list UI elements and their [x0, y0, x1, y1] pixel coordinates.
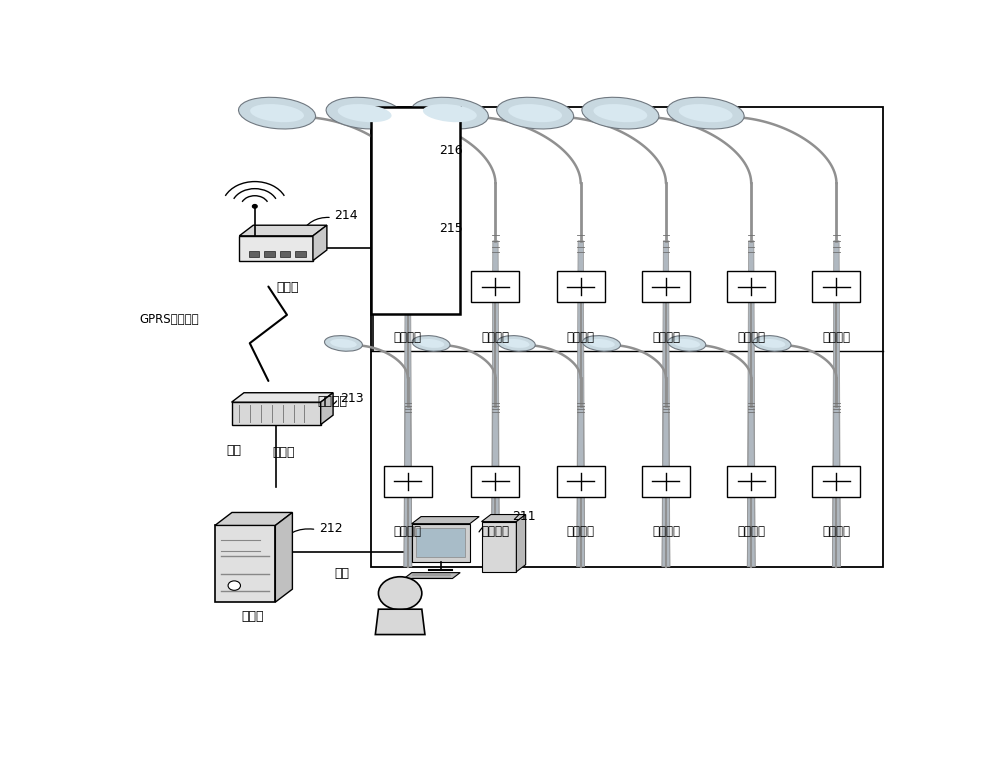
- Polygon shape: [412, 516, 479, 524]
- Text: 211: 211: [512, 510, 536, 523]
- Bar: [642, 271, 690, 302]
- Bar: [471, 466, 519, 496]
- Ellipse shape: [326, 97, 403, 129]
- Ellipse shape: [588, 339, 615, 348]
- Ellipse shape: [508, 104, 562, 123]
- Polygon shape: [516, 515, 526, 571]
- Polygon shape: [239, 225, 327, 236]
- Ellipse shape: [239, 97, 316, 129]
- Bar: [371, 106, 883, 567]
- Bar: [812, 466, 860, 496]
- Polygon shape: [404, 573, 460, 578]
- Bar: [264, 251, 275, 257]
- Text: 监控终端: 监控终端: [567, 331, 595, 344]
- Polygon shape: [832, 241, 840, 567]
- Text: 监控终端: 监控终端: [481, 525, 509, 538]
- Text: 网线: 网线: [226, 444, 241, 457]
- Ellipse shape: [330, 339, 357, 348]
- Text: 215: 215: [439, 222, 463, 235]
- Text: 监控终端: 监控终端: [394, 331, 422, 344]
- Polygon shape: [404, 406, 412, 567]
- Text: 监控终端: 监控终端: [737, 331, 765, 344]
- Ellipse shape: [423, 104, 477, 123]
- Bar: [249, 251, 259, 257]
- Text: 电力载波: 电力载波: [317, 395, 347, 408]
- Polygon shape: [577, 241, 585, 567]
- Polygon shape: [321, 393, 333, 424]
- Text: 212: 212: [319, 522, 342, 535]
- Ellipse shape: [325, 336, 362, 352]
- Bar: [384, 466, 432, 496]
- Text: 213: 213: [340, 392, 364, 405]
- Ellipse shape: [753, 336, 791, 352]
- Polygon shape: [491, 241, 499, 567]
- Ellipse shape: [674, 339, 700, 348]
- Bar: [215, 525, 275, 602]
- Bar: [371, 106, 460, 314]
- Polygon shape: [404, 241, 412, 567]
- Polygon shape: [662, 406, 670, 567]
- Polygon shape: [313, 225, 327, 260]
- Bar: [416, 528, 465, 558]
- Ellipse shape: [679, 104, 733, 123]
- Text: 监控终端: 监控终端: [652, 525, 680, 538]
- Polygon shape: [482, 515, 526, 522]
- Polygon shape: [375, 609, 425, 634]
- Text: 监控终端: 监控终端: [737, 525, 765, 538]
- Ellipse shape: [497, 97, 574, 129]
- Polygon shape: [215, 512, 292, 525]
- Ellipse shape: [759, 339, 785, 348]
- Polygon shape: [491, 406, 499, 567]
- Bar: [471, 271, 519, 302]
- Polygon shape: [662, 241, 670, 567]
- Bar: [727, 271, 775, 302]
- Circle shape: [378, 577, 422, 610]
- Polygon shape: [232, 393, 333, 402]
- Polygon shape: [275, 512, 292, 602]
- Bar: [812, 271, 860, 302]
- Text: 路由器: 路由器: [273, 446, 295, 459]
- Polygon shape: [747, 406, 755, 567]
- Ellipse shape: [497, 336, 535, 352]
- Bar: [295, 251, 306, 257]
- Text: 监控终端: 监控终端: [822, 525, 850, 538]
- Bar: [232, 402, 321, 424]
- Text: GPRS无线通信: GPRS无线通信: [139, 313, 199, 326]
- Ellipse shape: [411, 97, 488, 129]
- Ellipse shape: [593, 104, 647, 123]
- Bar: [642, 466, 690, 496]
- Ellipse shape: [583, 336, 621, 352]
- Ellipse shape: [667, 97, 744, 129]
- Ellipse shape: [418, 339, 444, 348]
- Ellipse shape: [582, 97, 659, 129]
- Text: 监控终端: 监控终端: [567, 525, 595, 538]
- Text: 监控终端: 监控终端: [481, 331, 509, 344]
- Text: 214: 214: [334, 209, 358, 222]
- Bar: [557, 271, 605, 302]
- Text: 216: 216: [439, 145, 462, 157]
- Text: 监控终端: 监控终端: [394, 525, 422, 538]
- Bar: [280, 251, 290, 257]
- Polygon shape: [832, 406, 840, 567]
- Text: 监控终端: 监控终端: [652, 331, 680, 344]
- Text: 网线: 网线: [334, 567, 350, 580]
- Text: 监控终端: 监控终端: [822, 331, 850, 344]
- Text: 集中器: 集中器: [276, 280, 299, 293]
- Bar: [727, 466, 775, 496]
- Polygon shape: [577, 406, 585, 567]
- Text: 服务器: 服务器: [242, 610, 264, 623]
- Bar: [384, 271, 432, 302]
- Ellipse shape: [250, 104, 304, 123]
- Circle shape: [252, 205, 257, 208]
- Circle shape: [228, 581, 240, 591]
- Bar: [239, 236, 313, 260]
- Ellipse shape: [412, 336, 450, 352]
- Ellipse shape: [503, 339, 530, 348]
- Bar: [557, 466, 605, 496]
- Bar: [482, 522, 516, 571]
- Ellipse shape: [668, 336, 706, 352]
- Polygon shape: [747, 241, 755, 567]
- Ellipse shape: [338, 104, 392, 123]
- Bar: [412, 524, 470, 562]
